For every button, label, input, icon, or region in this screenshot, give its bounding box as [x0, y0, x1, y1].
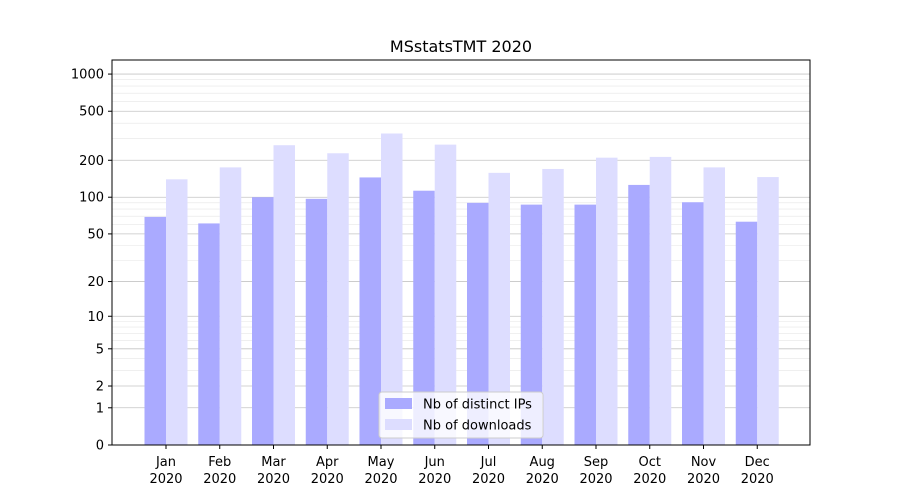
- x-tick-label-month: Aug: [530, 455, 555, 470]
- bar-downloads: [434, 144, 457, 446]
- x-tick-label-month: Jul: [480, 455, 497, 470]
- bar-distinct-ips: [574, 204, 596, 445]
- bar-distinct-ips: [359, 177, 381, 445]
- x-tick-label-year: 2020: [149, 472, 182, 487]
- bar-downloads: [381, 133, 403, 445]
- bar-downloads: [542, 168, 564, 445]
- bar-distinct-ips: [735, 221, 758, 445]
- legend: Nb of distinct IPs Nb of downloads: [378, 391, 544, 439]
- x-tick-label-month: Apr: [316, 455, 339, 470]
- bar-distinct-ips: [628, 184, 650, 445]
- bar-downloads: [166, 179, 188, 445]
- bars: [144, 133, 779, 446]
- bar-downloads: [273, 145, 295, 445]
- x-tick-label-month: Oct: [639, 455, 661, 470]
- bar-distinct-ips: [413, 190, 435, 445]
- bar-distinct-ips: [305, 198, 328, 445]
- y-tick-label: 2: [96, 380, 104, 395]
- y-tick-label: 500: [79, 105, 104, 120]
- x-tick-label-year: 2020: [418, 472, 451, 487]
- y-tick-label: 50: [87, 227, 104, 242]
- x-tick-label-year: 2020: [311, 472, 344, 487]
- legend-box: [378, 391, 544, 439]
- bar-downloads: [327, 153, 349, 445]
- bar-distinct-ips: [467, 202, 489, 445]
- legend-swatch: [385, 398, 412, 409]
- y-axis: 0 1 2 5 10 20 50 100 200 500 1000: [71, 68, 112, 454]
- bar-downloads: [488, 172, 510, 445]
- y-tick-label: 1000: [71, 68, 104, 83]
- x-tick-label-month: Nov: [691, 455, 717, 470]
- x-tick-label-month: Feb: [208, 455, 231, 470]
- y-tick-label: 20: [87, 275, 104, 290]
- bar-downloads: [757, 177, 779, 446]
- x-tick-label-year: 2020: [741, 472, 774, 487]
- bar-distinct-ips: [520, 204, 543, 445]
- x-tick-label-month: May: [368, 455, 395, 470]
- bar-downloads: [596, 157, 618, 445]
- x-tick-label-month: Dec: [745, 455, 770, 470]
- x-tick-label-year: 2020: [687, 472, 720, 487]
- x-tick-label-year: 2020: [472, 472, 505, 487]
- y-tick-label: 5: [96, 342, 104, 357]
- y-tick-label: 100: [79, 191, 104, 206]
- bar-distinct-ips: [144, 216, 166, 445]
- bar-downloads: [703, 167, 725, 445]
- x-tick-label-month: Jun: [424, 455, 445, 470]
- x-tick-label-year: 2020: [633, 472, 666, 487]
- legend-label: Nb of distinct IPs: [423, 398, 532, 413]
- x-tick-label-year: 2020: [257, 472, 290, 487]
- x-tick-label-year: 2020: [203, 472, 236, 487]
- bar-distinct-ips: [198, 223, 220, 445]
- x-tick-label-month: Mar: [261, 455, 286, 470]
- bar-distinct-ips: [252, 197, 274, 445]
- bar-downloads: [219, 167, 242, 445]
- legend-label: Nb of downloads: [423, 419, 532, 434]
- y-tick-label: 0: [96, 439, 104, 454]
- y-tick-label: 200: [79, 154, 104, 169]
- legend-swatch: [385, 419, 412, 430]
- x-tick-label-year: 2020: [579, 472, 612, 487]
- x-tick-label-year: 2020: [526, 472, 559, 487]
- x-tick-label-year: 2020: [364, 472, 397, 487]
- x-axis: Jan 2020 Feb 2020 Mar 2020 Apr 2020 May 2020 Jun 20…: [149, 445, 774, 487]
- x-tick-label-month: Jan: [155, 455, 176, 470]
- bar-downloads: [649, 156, 672, 446]
- y-tick-label: 10: [87, 310, 104, 325]
- plot-frame: [111, 59, 811, 446]
- y-tick-label: 1: [96, 401, 104, 416]
- bar-distinct-ips: [682, 202, 704, 445]
- chart-title: MSstatsTMT 2020: [390, 37, 532, 56]
- x-tick-label-month: Sep: [584, 455, 609, 470]
